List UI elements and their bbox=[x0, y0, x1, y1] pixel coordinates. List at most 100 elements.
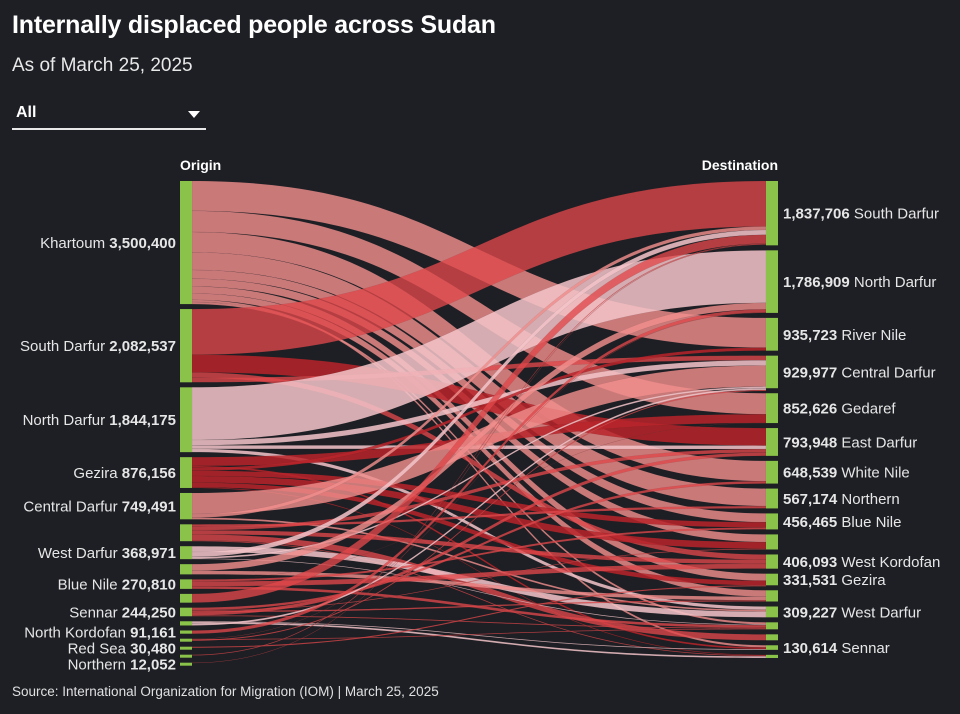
origin-node-unlabeled-origin-e[interactable] bbox=[180, 638, 192, 642]
destination-node-unlabeled-destination-c[interactable] bbox=[766, 622, 778, 630]
destination-name: Northern bbox=[841, 491, 899, 508]
origin-column-header: Origin bbox=[180, 157, 221, 173]
destination-name: West Darfur bbox=[841, 604, 921, 621]
links-layer bbox=[191, 180, 767, 664]
destination-name: Gedaref bbox=[841, 401, 896, 418]
destination-label-west-kordofan: 406,093 West Kordofan bbox=[783, 554, 940, 571]
origin-node-unlabeled-origin-d[interactable] bbox=[180, 621, 192, 626]
origin-label-red-sea: Red Sea 30,480 bbox=[68, 641, 176, 658]
destination-label-blue-nile: 456,465 Blue Nile bbox=[783, 514, 901, 531]
caret-down-icon bbox=[188, 111, 200, 118]
origin-node-central-darfur[interactable] bbox=[180, 492, 192, 520]
origin-value: 91,161 bbox=[130, 625, 176, 642]
flow-sennar-to-unlabeled-destination-a[interactable] bbox=[191, 548, 767, 611]
destination-node-gedaref[interactable] bbox=[766, 393, 778, 424]
flow-unlabeled-origin-e-to-north-darfur[interactable] bbox=[191, 312, 767, 640]
origin-node-gezira[interactable] bbox=[180, 457, 192, 488]
flow-unlabeled-origin-e-to-unlabeled-destination-c[interactable] bbox=[191, 628, 767, 640]
origin-node-west-darfur[interactable] bbox=[180, 546, 192, 560]
chart-subtitle: As of March 25, 2025 bbox=[12, 55, 193, 76]
filter-selected-value: All bbox=[16, 104, 37, 121]
origin-value: 876,156 bbox=[122, 465, 176, 482]
destination-value: 1,786,909 bbox=[783, 274, 854, 291]
destination-node-river-nile[interactable] bbox=[766, 317, 778, 351]
destination-name: Blue Nile bbox=[841, 514, 901, 531]
destination-node-unlabeled-destination-d[interactable] bbox=[766, 634, 778, 641]
destination-node-gezira[interactable] bbox=[766, 573, 778, 586]
destination-node-west-kordofan[interactable] bbox=[766, 554, 778, 569]
origin-node-north-darfur[interactable] bbox=[180, 387, 192, 453]
destination-node-unlabeled-destination-b[interactable] bbox=[766, 590, 778, 602]
origin-value: 2,082,537 bbox=[109, 338, 176, 355]
destination-node-white-nile[interactable] bbox=[766, 460, 778, 484]
destination-node-central-darfur[interactable] bbox=[766, 355, 778, 389]
destination-value: 567,174 bbox=[783, 491, 841, 508]
origin-label-gezira: Gezira 876,156 bbox=[73, 465, 176, 482]
destination-label-central-darfur: 929,977 Central Darfur bbox=[783, 364, 936, 381]
origin-node-blue-nile[interactable] bbox=[180, 579, 192, 589]
origin-name: Northern bbox=[68, 657, 131, 674]
destination-node-west-darfur[interactable] bbox=[766, 606, 778, 618]
origin-value: 1,844,175 bbox=[109, 412, 176, 429]
destination-value: 456,465 bbox=[783, 514, 841, 531]
destination-value: 331,531 bbox=[783, 572, 841, 589]
destination-name: North Darfur bbox=[854, 274, 937, 291]
origin-name: North Kordofan bbox=[24, 625, 130, 642]
origin-name: South Darfur bbox=[20, 338, 109, 355]
origin-node-sennar[interactable] bbox=[180, 607, 192, 617]
destination-node-sennar[interactable] bbox=[766, 645, 778, 650]
destination-node-south-darfur[interactable] bbox=[766, 181, 778, 246]
origin-node-north-kordofan[interactable] bbox=[180, 630, 192, 634]
origin-node-northern[interactable] bbox=[180, 662, 192, 666]
destination-name: Central Darfur bbox=[841, 364, 935, 381]
origin-name: Khartoum bbox=[40, 235, 109, 252]
destination-node-unlabeled-destination-e[interactable] bbox=[766, 654, 778, 658]
origin-label-central-darfur: Central Darfur 749,491 bbox=[23, 499, 176, 516]
destination-node-east-darfur[interactable] bbox=[766, 428, 778, 456]
destination-label-river-nile: 935,723 River Nile bbox=[783, 327, 906, 344]
origin-label-south-darfur: South Darfur 2,082,537 bbox=[20, 338, 176, 355]
destination-node-northern[interactable] bbox=[766, 488, 778, 509]
filter-dropdown[interactable]: All bbox=[12, 100, 206, 130]
flow-blue-nile-to-gedaref[interactable] bbox=[191, 422, 767, 580]
origin-name: Blue Nile bbox=[58, 577, 122, 594]
flow-red-sea-to-gezira[interactable] bbox=[191, 585, 767, 648]
origin-node-unlabeled-origin-c[interactable] bbox=[180, 593, 192, 603]
destination-name: East Darfur bbox=[841, 434, 917, 451]
origin-value: 12,052 bbox=[130, 657, 176, 674]
destination-name: Gezira bbox=[841, 572, 886, 589]
destination-node-unlabeled-destination-a[interactable] bbox=[766, 534, 778, 550]
source-note: Source: International Organization for M… bbox=[12, 684, 439, 699]
destination-node-blue-nile[interactable] bbox=[766, 513, 778, 530]
flow-sennar-to-unlabeled-destination-b[interactable] bbox=[191, 600, 767, 613]
destination-value: 929,977 bbox=[783, 364, 841, 381]
origin-node-south-darfur[interactable] bbox=[180, 309, 192, 383]
destination-label-gezira: 331,531 Gezira bbox=[783, 572, 886, 589]
origin-value: 3,500,400 bbox=[109, 235, 176, 252]
destination-label-north-darfur: 1,786,909 North Darfur bbox=[783, 274, 936, 291]
origin-node-unlabeled-origin-f[interactable] bbox=[180, 654, 192, 658]
destination-name: River Nile bbox=[841, 327, 906, 344]
origin-label-sennar: Sennar 244,250 bbox=[69, 604, 176, 621]
destination-value: 130,614 bbox=[783, 640, 841, 657]
origin-node-unlabeled-origin-b[interactable] bbox=[180, 564, 192, 575]
destination-label-south-darfur: 1,837,706 South Darfur bbox=[783, 206, 939, 223]
flow-unlabeled-origin-e-to-central-darfur[interactable] bbox=[191, 389, 767, 642]
flow-unlabeled-origin-d-to-central-darfur[interactable] bbox=[191, 388, 767, 626]
destination-column-header: Destination bbox=[702, 157, 778, 173]
origin-value: 30,480 bbox=[130, 641, 176, 658]
origin-label-north-darfur: North Darfur 1,844,175 bbox=[23, 412, 176, 429]
origin-node-khartoum[interactable] bbox=[180, 181, 192, 305]
origin-value: 270,810 bbox=[122, 577, 176, 594]
destination-node-north-darfur[interactable] bbox=[766, 250, 778, 313]
origin-node-red-sea[interactable] bbox=[180, 646, 192, 650]
origin-node-unlabeled-origin-a[interactable] bbox=[180, 524, 192, 542]
origin-name: North Darfur bbox=[23, 412, 110, 429]
destination-value: 648,539 bbox=[783, 465, 841, 482]
destination-label-white-nile: 648,539 White Nile bbox=[783, 465, 910, 482]
origin-name: Gezira bbox=[73, 465, 121, 482]
origin-name: Red Sea bbox=[68, 641, 131, 658]
origin-name: Central Darfur bbox=[23, 499, 121, 516]
destination-label-gedaref: 852,626 Gedaref bbox=[783, 401, 896, 418]
